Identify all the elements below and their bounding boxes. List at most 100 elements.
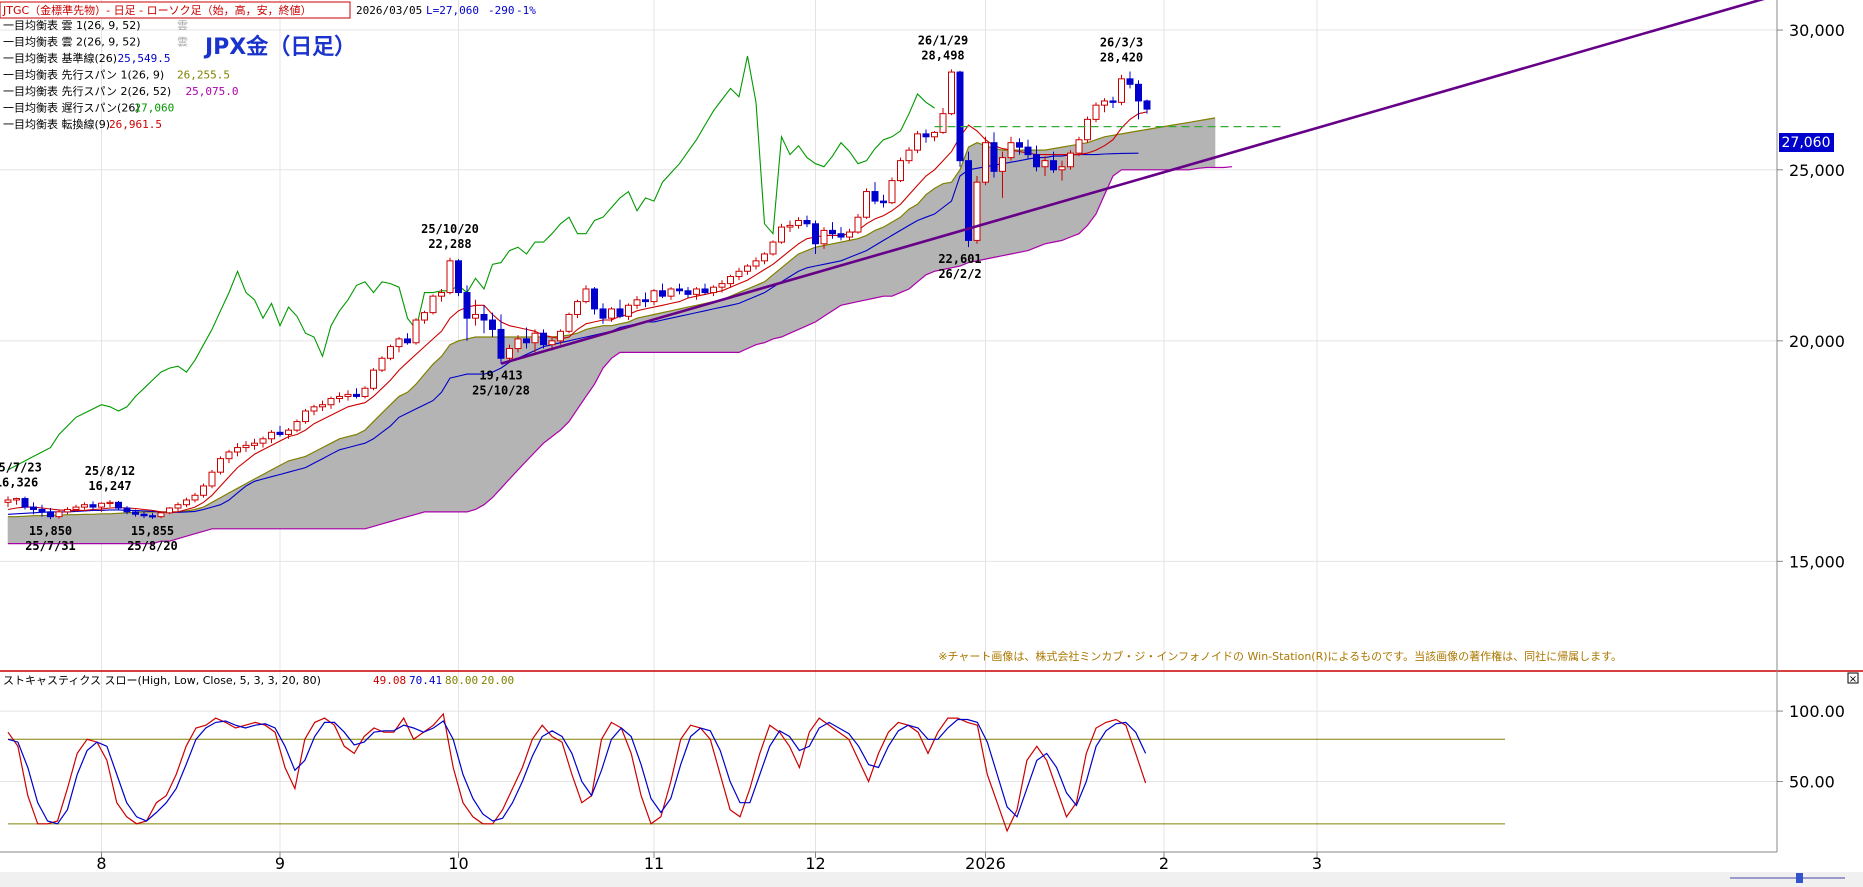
- cloud-segment: [492, 336, 502, 499]
- cloud-segment: [177, 510, 187, 540]
- legend-label: 一目均衡表 基準線(26): [3, 51, 117, 65]
- date-tick-label: 12: [805, 854, 825, 873]
- cloud-segment: [883, 221, 893, 297]
- cloud-segment: [721, 295, 731, 353]
- candle-body: [64, 508, 71, 513]
- candle-body: [786, 224, 794, 228]
- candles: [4, 69, 1151, 520]
- stochastic-axis: 100.00 50.00: [1777, 702, 1845, 792]
- candle-body: [4, 499, 12, 503]
- cloud-segment: [815, 245, 825, 323]
- candle-body: [285, 429, 292, 435]
- candle-body: [710, 286, 717, 294]
- date-tick-label: 10: [448, 854, 468, 873]
- cloud-segment: [755, 281, 765, 346]
- candle-body: [319, 404, 326, 408]
- cloud-segment: [398, 391, 408, 520]
- candle-body: [990, 142, 998, 172]
- stochastic-grid: [0, 710, 1777, 825]
- scroll-strip[interactable]: [0, 872, 1863, 887]
- candle-body: [13, 498, 20, 501]
- legend-label: 一目均衡表 遅行スパン(26): [3, 101, 140, 115]
- close-panel-frame[interactable]: [1847, 672, 1859, 684]
- candle-body: [480, 313, 488, 321]
- candle-body: [846, 231, 853, 238]
- legend-label: 一目均衡表 雲 2(26, 9, 52): [3, 35, 141, 49]
- candle-body: [812, 223, 819, 245]
- candle-body: [540, 332, 547, 346]
- candle-body: [599, 308, 607, 319]
- candle-body: [497, 328, 505, 359]
- date-tick-label: 8: [96, 854, 106, 873]
- candle-body: [429, 295, 437, 314]
- cloud-segment: [1146, 127, 1156, 171]
- cloud-segment: [1138, 129, 1148, 171]
- candle-body: [1024, 146, 1032, 156]
- cloud-segment: [730, 292, 740, 353]
- price-tick-label: 30,000: [1789, 21, 1845, 40]
- candle-body: [1126, 78, 1134, 85]
- price-tick-label: 20,000: [1789, 332, 1845, 351]
- candle-body: [21, 498, 29, 508]
- candle-body: [973, 181, 981, 241]
- candle-body: [616, 308, 624, 317]
- close-icon[interactable]: ×: [1849, 674, 1857, 685]
- cloud-segment: [925, 187, 935, 276]
- header-change: -290: [488, 4, 515, 17]
- candle-body: [344, 393, 352, 397]
- candle-body: [446, 260, 454, 294]
- date-tick-label: 11: [644, 854, 664, 873]
- cloud-segment: [339, 436, 349, 530]
- price-tick-label: 15,000: [1789, 552, 1845, 571]
- cloud-segment: [475, 336, 485, 510]
- candle-body: [166, 507, 173, 514]
- candle-body: [1067, 152, 1074, 168]
- legend-value: 25,075.0: [186, 85, 239, 98]
- candle-body: [259, 438, 267, 444]
- date-tick-label: 2: [1159, 854, 1169, 873]
- candle-body: [234, 447, 241, 453]
- candle-body: [302, 410, 309, 423]
- cloud-segment: [415, 373, 425, 515]
- candle-body: [327, 398, 335, 406]
- candle-body: [999, 157, 1006, 172]
- cloud-segment: [772, 267, 782, 340]
- cloud-segment: [254, 473, 264, 530]
- candle-body: [531, 332, 539, 344]
- date-tick-label: 9: [275, 854, 285, 873]
- close-panel-button[interactable]: ×: [1847, 672, 1859, 685]
- candle-body: [293, 421, 301, 431]
- candle-body: [55, 511, 63, 518]
- candle-body: [225, 451, 233, 460]
- candle-body: [795, 219, 802, 226]
- cloud-segment: [296, 456, 306, 530]
- price-annotation: 25/7/31: [25, 539, 76, 553]
- stoch-tick-label: 100.00: [1789, 702, 1845, 721]
- date-tick-label: 2026: [965, 854, 1006, 873]
- price-annotation: 28,420: [1100, 51, 1143, 65]
- legend-value: 雲: [177, 36, 188, 49]
- price-annotation: 25/7/23: [0, 460, 42, 474]
- cloud-segment: [432, 355, 442, 513]
- candle-body: [820, 229, 828, 245]
- date-axis: 8 9 10 11 12 2026 2 3: [96, 852, 1322, 873]
- price-annotation: 19,413: [479, 369, 522, 383]
- header-change-pct: -1%: [516, 4, 536, 17]
- candle-body: [667, 288, 675, 297]
- candle-body: [1016, 142, 1023, 148]
- price-annotation: 22,601: [938, 252, 981, 266]
- zoom-slider-handle[interactable]: [1796, 873, 1803, 883]
- cloud-segment: [449, 340, 459, 513]
- candle-body: [752, 260, 760, 267]
- candle-body: [378, 357, 386, 371]
- kijun-line: [7, 152, 1139, 515]
- cloud-segment: [237, 483, 247, 530]
- candle-body: [684, 290, 692, 295]
- cloud-segment: [1010, 149, 1020, 255]
- candle-body: [1101, 100, 1108, 106]
- trend-line[interactable]: [500, 0, 1775, 365]
- legend-label: 一目均衡表 先行スパン 2(26, 52): [3, 84, 171, 98]
- stochastic-lines: [7, 712, 1147, 833]
